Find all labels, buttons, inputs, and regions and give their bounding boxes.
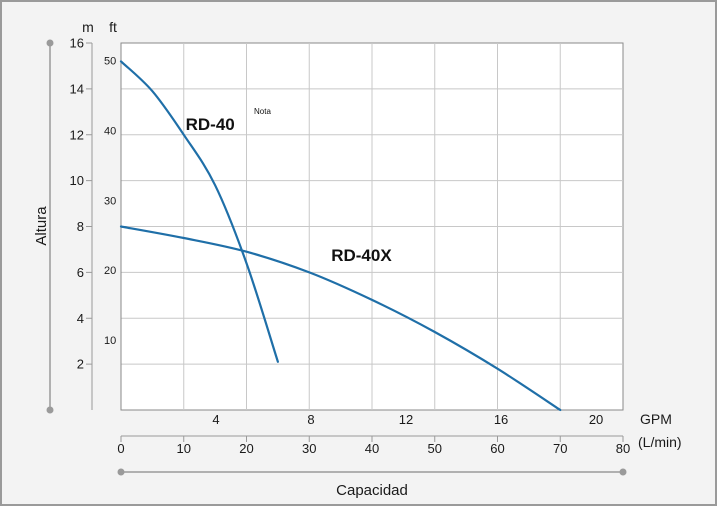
y-tick-label-ft: 10 [104, 335, 116, 347]
y-unit-m: m [82, 19, 94, 35]
x-unit-lpm: (L/min) [638, 434, 682, 450]
x-tick-label-lpm: 70 [553, 441, 567, 456]
x-tick-label-lpm: 40 [365, 441, 379, 456]
x-tick-label-gpm: 20 [589, 412, 603, 427]
x-tick-label-gpm: 4 [212, 412, 219, 427]
x-tick-label-lpm: 60 [490, 441, 504, 456]
series-curves [119, 60, 562, 412]
x-tick-label-gpm: 8 [307, 412, 314, 427]
series-line-rd-40x [119, 225, 562, 412]
y-tick-label-m: 14 [70, 81, 84, 96]
grid [121, 43, 623, 410]
y-range-dot-bottom [46, 406, 54, 414]
y-tick-label-m: 8 [77, 219, 84, 234]
x-tick-label-gpm: 12 [399, 412, 413, 427]
x-tick-label-gpm: 16 [494, 412, 508, 427]
y-tick-label-m: 10 [70, 173, 84, 188]
y-range-dot-top [46, 39, 54, 47]
x-tick-label-lpm: 20 [239, 441, 253, 456]
y-tick-label-m: 4 [77, 311, 84, 326]
series-label-rd-40: RD-40 [186, 115, 235, 134]
x-tick-label-lpm: 30 [302, 441, 316, 456]
series-label-rd-40x: RD-40X [331, 246, 392, 265]
series-label-rd-40-superscript: Nota [254, 107, 271, 116]
y-unit-ft: ft [109, 19, 117, 35]
y-tick-label-m: 16 [70, 36, 84, 51]
x-range-dot-right [619, 468, 627, 476]
x-tick-label-lpm: 10 [177, 441, 191, 456]
series-line-rd-40 [119, 60, 279, 363]
y-tick-label-ft: 50 [104, 55, 116, 67]
y-tick-label-m: 12 [70, 127, 84, 142]
y-axis-title: Altura [33, 206, 50, 246]
y-tick-label-m: 2 [77, 357, 84, 372]
x-range-dot-left [117, 468, 125, 476]
x-unit-gpm: GPM [640, 411, 672, 427]
y-tick-label-ft: 30 [104, 195, 116, 207]
x-tick-label-lpm: 80 [616, 441, 630, 456]
x-axis-title: Capacidad [336, 482, 408, 499]
tick-labels: 2 4 6 8 10 12 14 16 10 20 30 40 50 4 8 12 16 20 0 10 20 30 40 5… [70, 36, 631, 457]
series-labels: RD-40 Nota RD-40X [186, 107, 393, 265]
y-tick-label-ft: 20 [104, 265, 116, 277]
y-tick-label-ft: 40 [104, 125, 116, 137]
x-tick-label-lpm: 0 [117, 441, 124, 456]
x-tick-label-lpm: 50 [428, 441, 442, 456]
y-tick-label-m: 6 [77, 265, 84, 280]
